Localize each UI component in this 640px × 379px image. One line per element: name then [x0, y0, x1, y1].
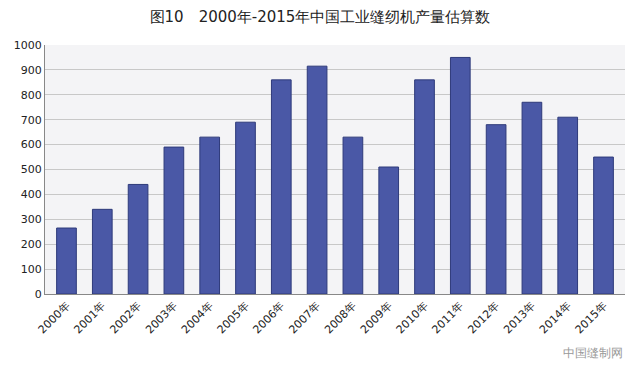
svg-text:2015年: 2015年: [573, 300, 610, 337]
svg-text:2009年: 2009年: [358, 300, 395, 337]
svg-text:700: 700: [21, 114, 42, 127]
svg-text:2014年: 2014年: [537, 300, 574, 337]
svg-text:2007年: 2007年: [286, 300, 323, 337]
svg-text:300: 300: [21, 213, 42, 226]
svg-text:中国缝制网: 中国缝制网: [563, 346, 623, 360]
svg-text:1000: 1000: [14, 39, 42, 52]
svg-text:2003年: 2003年: [143, 300, 180, 337]
svg-text:2000年: 2000年: [36, 300, 73, 337]
svg-text:0: 0: [35, 288, 42, 301]
svg-text:800: 800: [21, 89, 42, 102]
svg-text:2011年: 2011年: [430, 300, 467, 337]
svg-text:500: 500: [21, 163, 42, 176]
svg-text:2012年: 2012年: [465, 300, 502, 337]
svg-text:2013年: 2013年: [501, 300, 538, 337]
svg-text:2005年: 2005年: [215, 300, 252, 337]
svg-text:2002年: 2002年: [107, 300, 144, 337]
svg-text:图10 2000年-2015年中国工业缝纫机产量估算数: 图10 2000年-2015年中国工业缝纫机产量估算数: [150, 8, 491, 26]
svg-text:400: 400: [21, 188, 42, 201]
svg-text:600: 600: [21, 138, 42, 151]
svg-text:2008年: 2008年: [322, 300, 359, 337]
svg-text:200: 200: [21, 238, 42, 251]
svg-text:2004年: 2004年: [179, 300, 216, 337]
svg-text:100: 100: [21, 263, 42, 276]
svg-text:2006年: 2006年: [251, 300, 288, 337]
svg-text:900: 900: [21, 64, 42, 77]
svg-text:2010年: 2010年: [394, 300, 431, 337]
svg-text:2001年: 2001年: [72, 300, 109, 337]
